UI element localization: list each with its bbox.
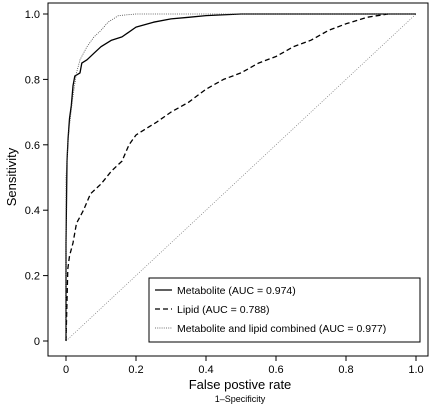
legend-box bbox=[148, 277, 421, 343]
plot-frame bbox=[47, 2, 429, 357]
series-line-1 bbox=[65, 13, 416, 341]
x-tick-label: 1.0 bbox=[408, 364, 423, 376]
legend-label-3: Metabolite and lipid combined (AUC = 0.9… bbox=[177, 323, 386, 335]
y-tick-label: 1.0 bbox=[25, 9, 40, 21]
series-line-2 bbox=[65, 13, 389, 342]
legend-label-1: Metabolite (AUC = 0.974) bbox=[177, 285, 296, 297]
x-axis-title: False postive rate bbox=[189, 377, 292, 392]
y-tick-label: 0.6 bbox=[25, 140, 40, 152]
legend-label-2: Lipid (AUC = 0.788) bbox=[177, 304, 270, 316]
y-tick-label: 0.4 bbox=[25, 205, 40, 217]
x-tick-label: 0.8 bbox=[338, 364, 353, 376]
y-tick-label: 0.8 bbox=[25, 74, 40, 86]
x-tick-label: 0 bbox=[63, 364, 69, 376]
y-tick-label: 0.2 bbox=[25, 271, 40, 283]
y-axis-title: Sensitivity bbox=[4, 147, 19, 206]
x-axis-subtitle: 1–Specificity bbox=[215, 394, 266, 404]
x-tick-label: 0.2 bbox=[128, 364, 143, 376]
x-tick-label: 0.4 bbox=[198, 364, 213, 376]
y-tick-label: 0 bbox=[34, 336, 40, 348]
x-tick-label: 0.6 bbox=[268, 364, 283, 376]
